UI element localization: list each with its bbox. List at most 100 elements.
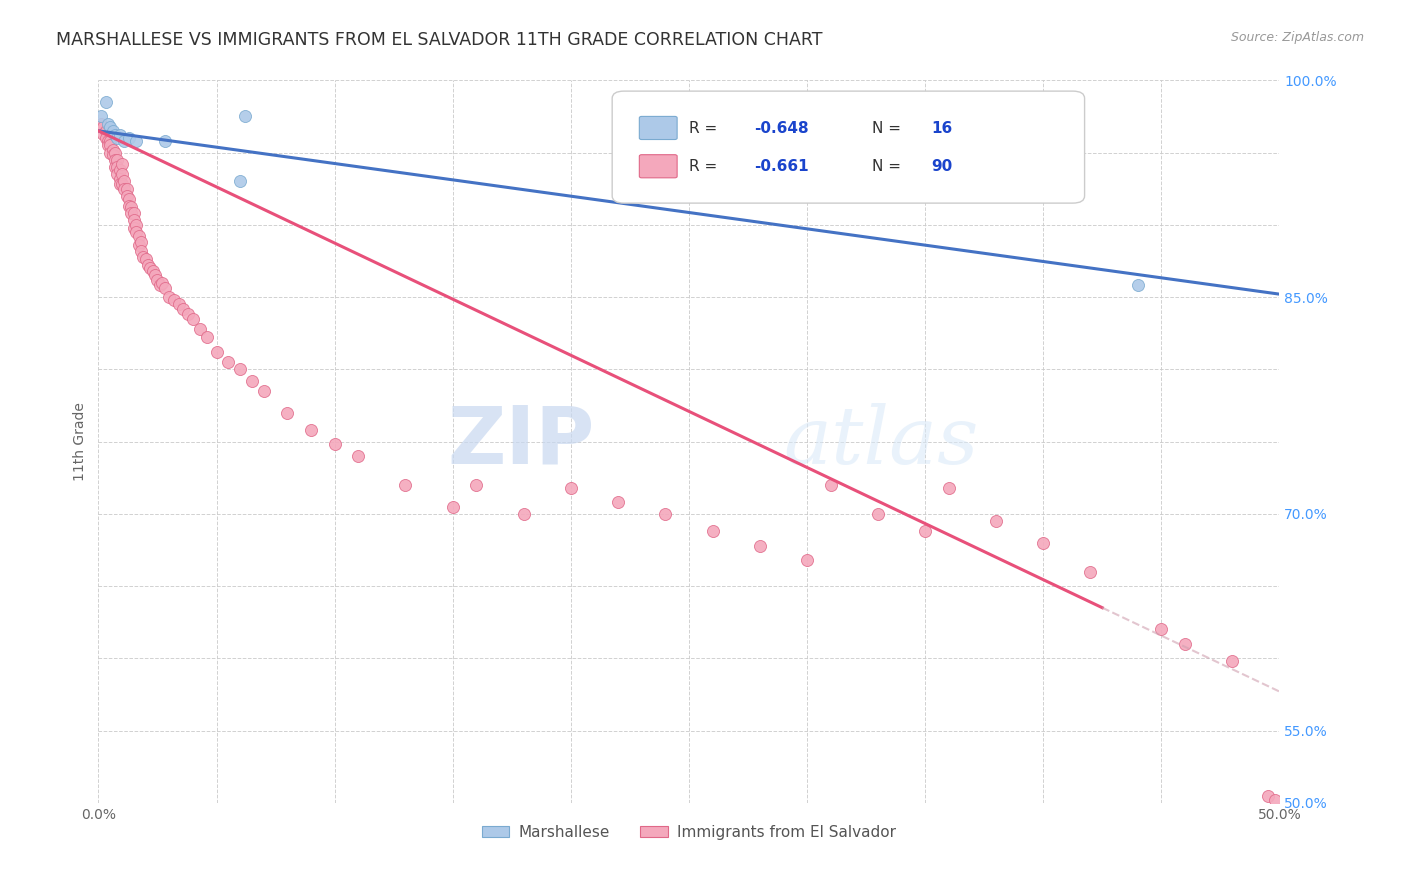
Point xyxy=(796,553,818,567)
Point xyxy=(118,199,141,213)
Point xyxy=(150,276,173,290)
Point xyxy=(91,120,114,134)
Point xyxy=(139,261,162,276)
Point xyxy=(441,500,464,514)
Point xyxy=(132,250,155,264)
Point xyxy=(128,238,150,252)
Point xyxy=(181,311,204,326)
Point xyxy=(104,128,127,143)
Point xyxy=(149,278,172,293)
Point xyxy=(984,514,1007,528)
Point xyxy=(135,252,157,267)
Point xyxy=(108,128,131,143)
Point xyxy=(108,162,131,177)
Point xyxy=(1264,793,1286,807)
Point xyxy=(94,95,117,109)
Point xyxy=(121,206,143,220)
Point xyxy=(276,406,298,420)
FancyBboxPatch shape xyxy=(640,154,678,178)
Point xyxy=(129,235,152,249)
Point xyxy=(115,189,138,203)
Point xyxy=(122,206,145,220)
Point xyxy=(122,220,145,235)
Point xyxy=(125,134,148,148)
FancyBboxPatch shape xyxy=(612,91,1084,203)
Point xyxy=(253,384,276,398)
Y-axis label: 11th Grade: 11th Grade xyxy=(73,402,87,481)
Point xyxy=(108,171,131,186)
Point xyxy=(128,229,150,244)
Point xyxy=(299,423,322,437)
Point xyxy=(111,167,134,181)
Point xyxy=(1032,535,1054,549)
Point xyxy=(1126,278,1149,293)
Point xyxy=(1257,789,1279,803)
Point xyxy=(104,153,127,167)
Point xyxy=(90,117,112,131)
Point xyxy=(188,322,211,336)
Point xyxy=(118,131,141,145)
Point xyxy=(157,290,180,304)
Point xyxy=(97,134,120,148)
Point xyxy=(394,478,416,492)
Text: R =: R = xyxy=(689,121,723,136)
Text: Source: ZipAtlas.com: Source: ZipAtlas.com xyxy=(1230,31,1364,45)
Point xyxy=(560,481,582,495)
Text: MARSHALLESE VS IMMIGRANTS FROM EL SALVADOR 11TH GRADE CORRELATION CHART: MARSHALLESE VS IMMIGRANTS FROM EL SALVAD… xyxy=(56,31,823,49)
Point xyxy=(98,145,121,160)
Point xyxy=(105,167,128,181)
Point xyxy=(136,258,159,272)
Point xyxy=(323,437,346,451)
Point xyxy=(143,268,166,283)
Text: R =: R = xyxy=(689,160,723,175)
Text: -0.648: -0.648 xyxy=(754,121,808,136)
Point xyxy=(172,301,194,316)
Point xyxy=(125,225,148,239)
Point xyxy=(125,218,148,232)
Point xyxy=(725,189,748,203)
Point xyxy=(118,192,141,206)
Point xyxy=(101,124,124,138)
Point xyxy=(347,449,370,463)
Text: 16: 16 xyxy=(931,121,952,136)
Point xyxy=(153,134,176,148)
Text: 90: 90 xyxy=(931,160,952,175)
Point xyxy=(167,297,190,311)
Text: ZIP: ZIP xyxy=(447,402,595,481)
Point xyxy=(217,355,239,369)
Point xyxy=(163,293,186,307)
Point xyxy=(748,539,770,553)
Point xyxy=(914,524,936,538)
Point xyxy=(1174,637,1197,651)
Point xyxy=(229,362,252,376)
Point xyxy=(112,174,135,188)
Legend: Marshallese, Immigrants from El Salvador: Marshallese, Immigrants from El Salvador xyxy=(475,819,903,846)
Point xyxy=(142,264,165,278)
Point xyxy=(121,201,143,215)
Point xyxy=(112,181,135,195)
Point xyxy=(229,174,252,188)
FancyBboxPatch shape xyxy=(640,117,678,139)
Point xyxy=(512,507,534,521)
Point xyxy=(97,117,120,131)
Point xyxy=(115,181,138,195)
Point xyxy=(122,213,145,227)
Text: -0.661: -0.661 xyxy=(754,160,808,175)
Point xyxy=(146,273,169,287)
Point xyxy=(91,127,114,141)
Point xyxy=(233,109,256,123)
Text: atlas: atlas xyxy=(783,403,979,480)
Point xyxy=(98,138,121,153)
Point xyxy=(607,495,630,509)
Point xyxy=(105,131,128,145)
Point xyxy=(195,330,218,344)
Point xyxy=(105,160,128,174)
Point xyxy=(94,124,117,138)
Point xyxy=(97,138,120,153)
Point xyxy=(866,507,889,521)
Point xyxy=(938,481,960,495)
Point xyxy=(153,281,176,295)
Point xyxy=(702,524,724,538)
Point xyxy=(94,131,117,145)
Point xyxy=(108,178,131,192)
